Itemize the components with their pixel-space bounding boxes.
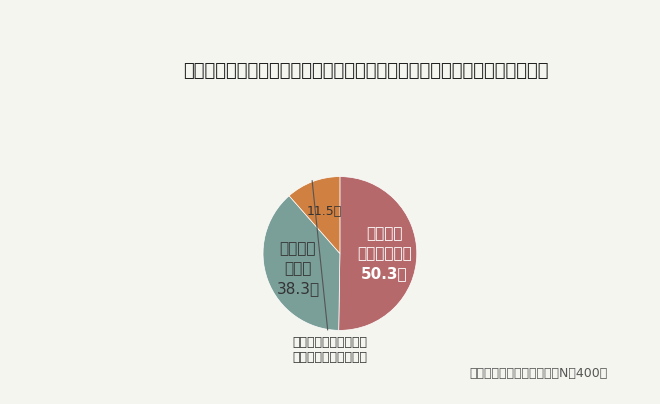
Wedge shape	[339, 177, 416, 330]
Text: 11.5％: 11.5％	[307, 205, 342, 218]
Text: 実施して
いない
38.3％: 実施して いない 38.3％	[277, 242, 319, 296]
Wedge shape	[263, 196, 340, 330]
Text: マンパワーグループ調べ（N＝400）: マンパワーグループ調べ（N＝400）	[469, 367, 607, 380]
Text: 以前は実施していたが
現在は実施していない: 以前は実施していたが 現在は実施していない	[292, 181, 367, 364]
Text: 勤務先の企業では、インターンシップ（インターン）を実施していますか。: 勤務先の企業では、インターンシップ（インターン）を実施していますか。	[183, 62, 548, 80]
Text: ほぼ毎年
実施している
50.3％: ほぼ毎年 実施している 50.3％	[357, 227, 412, 281]
Wedge shape	[289, 177, 340, 253]
